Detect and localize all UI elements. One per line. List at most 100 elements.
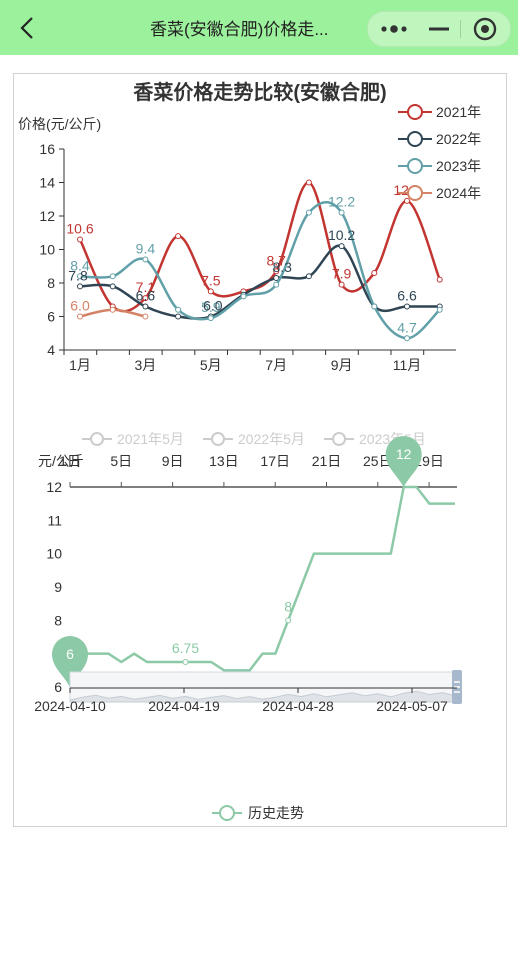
x-tick-label: 2024-04-19 xyxy=(148,698,220,714)
capsule-divider xyxy=(460,20,461,38)
data-label: 8.7 xyxy=(266,252,286,268)
history-line xyxy=(68,485,455,688)
data-label: 4.7 xyxy=(397,319,417,335)
top-tick-label: 17日 xyxy=(260,453,290,469)
y-tick-label: 12 xyxy=(46,479,62,495)
min-value-pin: 6 xyxy=(52,636,88,687)
top-tick-label: 25日 xyxy=(363,453,393,469)
y-tick-label: 10 xyxy=(39,242,55,258)
data-point xyxy=(142,313,149,320)
legend-label: 2022年 xyxy=(436,131,481,147)
legend-label: 2023年 xyxy=(436,158,481,174)
zoom-slider-preview xyxy=(69,690,458,703)
data-point xyxy=(305,273,312,280)
data-point xyxy=(182,659,189,665)
data-point xyxy=(404,335,410,342)
data-label: 9.4 xyxy=(136,241,156,257)
data-point xyxy=(338,209,345,216)
data-label: 6.0 xyxy=(70,298,90,314)
data-point xyxy=(142,295,149,302)
page-title: 香菜(安徽合肥)价格走... xyxy=(150,20,329,39)
legend-label: 2021年 xyxy=(436,104,481,120)
data-point xyxy=(404,197,410,204)
y-tick-label: 14 xyxy=(39,175,55,191)
x-tick-label: 1月 xyxy=(69,357,91,373)
legend-marker xyxy=(407,104,423,120)
data-label: 12.2 xyxy=(328,194,355,210)
x-tick-label: 2024-05-07 xyxy=(376,698,448,714)
top-tick-label: 9日 xyxy=(162,453,184,469)
y-tick-label: 12 xyxy=(39,208,55,224)
legend-marker xyxy=(219,805,235,821)
y-tick-label: 8 xyxy=(54,612,62,628)
x-tick-label: 7月 xyxy=(265,357,287,373)
max-value-pin: 12 xyxy=(385,436,422,487)
data-label: 6.6 xyxy=(136,287,156,303)
x-tick-label: 2024-04-28 xyxy=(262,698,334,714)
x-tick-label: 2024-04-10 xyxy=(34,698,106,714)
data-point xyxy=(240,293,247,300)
data-point xyxy=(436,306,443,313)
data-label: 8.3 xyxy=(272,259,292,275)
pin-shape xyxy=(52,636,88,687)
data-point xyxy=(109,306,116,313)
yearly-comparison-chart: 香菜价格走势比较(安徽合肥) 价格(元/公斤) 4 6 8 10 12 14 16 1月 3月 5月 7… xyxy=(18,80,481,373)
mini-program-capsule xyxy=(367,11,511,47)
data-point xyxy=(77,236,83,243)
data-point xyxy=(273,281,280,288)
y-tick-label: 10 xyxy=(46,546,62,562)
x-tick-label: 5月 xyxy=(200,357,222,373)
data-point xyxy=(273,274,280,281)
data-point xyxy=(285,617,292,624)
chart-card: 香菜价格走势比较(安徽合肥) 价格(元/公斤) 4 6 8 10 12 14 16 1月 3月 5月 7… xyxy=(13,73,507,827)
back-arrow-icon[interactable] xyxy=(14,14,42,42)
data-label: 6.75 xyxy=(172,640,199,656)
data-point xyxy=(404,303,410,310)
series-line-2023年 xyxy=(79,201,441,340)
close-circle-icon[interactable] xyxy=(468,12,502,46)
data-label: 5.9 xyxy=(201,299,221,315)
data-point xyxy=(305,179,312,186)
data-point xyxy=(142,303,149,310)
zoom-handle[interactable] xyxy=(452,670,462,704)
data-point xyxy=(77,273,83,280)
data-point xyxy=(77,283,83,290)
data-label: 6.0 xyxy=(203,298,223,314)
pin-label: 12 xyxy=(396,446,412,462)
pin-shape xyxy=(385,436,422,487)
more-dots-icon[interactable] xyxy=(376,12,412,46)
data-label: 10.6 xyxy=(66,220,93,236)
data-label: 8 xyxy=(284,598,292,614)
y-axis-label: 价格(元/公斤) xyxy=(18,116,101,132)
top-tick-label: 5日 xyxy=(110,453,132,469)
legend-marker xyxy=(407,185,423,201)
data-point xyxy=(175,313,182,320)
x-tick-label: 3月 xyxy=(135,357,157,373)
data-label: 7.9 xyxy=(332,266,352,282)
y-tick-label: 8 xyxy=(47,275,55,291)
data-point xyxy=(175,306,182,313)
x-tick-label: 9月 xyxy=(331,357,353,373)
data-point xyxy=(436,276,443,283)
y-tick-label: 6 xyxy=(47,309,55,325)
legend-label: 2024年 xyxy=(436,185,481,201)
data-label: 10.2 xyxy=(328,227,355,243)
data-label: 6.6 xyxy=(397,287,417,303)
data-point xyxy=(371,269,378,276)
data-label: 7.5 xyxy=(201,272,221,288)
top-tick-label: 13日 xyxy=(209,453,239,469)
legend-label: 2022年5月 xyxy=(238,431,305,447)
data-point xyxy=(207,315,214,322)
data-point xyxy=(338,243,345,250)
legend-marker xyxy=(211,432,225,446)
legend-marker xyxy=(90,432,104,446)
data-point xyxy=(175,233,182,240)
top-tick-label: 21日 xyxy=(312,453,342,469)
top-tick-label: 1日 xyxy=(59,453,81,469)
minimize-icon[interactable] xyxy=(424,12,454,46)
y-tick-label: 4 xyxy=(47,342,55,358)
legend-marker xyxy=(407,131,423,147)
legend-label: 2021年5月 xyxy=(117,431,184,447)
chart-title: 香菜价格走势比较(安徽合肥) xyxy=(133,80,386,104)
